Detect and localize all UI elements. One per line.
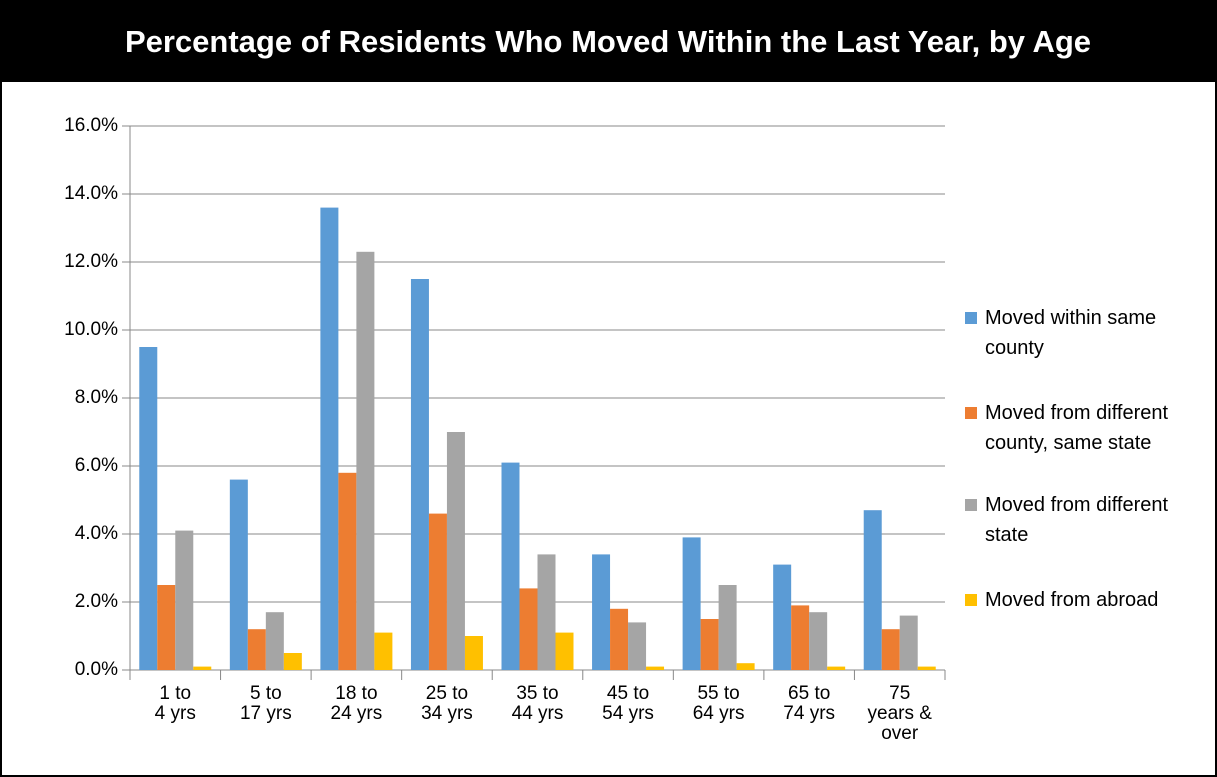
bar xyxy=(773,564,792,670)
y-tick-label: 12.0% xyxy=(64,251,118,272)
bar xyxy=(519,588,538,670)
bar xyxy=(628,622,647,670)
bar xyxy=(537,554,556,670)
bar xyxy=(175,530,194,670)
bar xyxy=(374,632,393,670)
bar xyxy=(791,605,810,670)
bar xyxy=(356,251,375,671)
y-tick-label: 0.0% xyxy=(75,659,118,680)
x-tick-label: 1 to 4 yrs xyxy=(155,683,196,724)
legend-swatch xyxy=(965,407,977,419)
bar xyxy=(700,619,719,670)
bar xyxy=(718,585,737,670)
bar xyxy=(682,537,701,670)
bar xyxy=(247,629,266,670)
bar xyxy=(736,663,755,670)
bar xyxy=(899,615,918,670)
bar xyxy=(464,636,483,670)
bar xyxy=(501,462,520,670)
y-tick-label: 14.0% xyxy=(64,183,118,204)
y-tick-label: 2.0% xyxy=(75,591,118,612)
bar xyxy=(410,279,429,670)
bar xyxy=(809,612,828,670)
x-tick-label: 35 to 44 yrs xyxy=(512,683,564,724)
y-tick-label: 4.0% xyxy=(75,523,118,544)
bar xyxy=(610,608,629,670)
legend-label: Moved from different state xyxy=(985,494,1180,546)
chart-title: Percentage of Residents Who Moved Within… xyxy=(125,24,1091,59)
bar xyxy=(827,666,846,670)
x-tick-label: 5 to 17 yrs xyxy=(240,683,292,724)
bar xyxy=(917,666,936,670)
bar xyxy=(139,347,158,670)
legend-label: Moved within same county xyxy=(985,307,1162,359)
x-tick-label: 25 to 34 yrs xyxy=(421,683,473,724)
bar xyxy=(193,666,212,670)
bar xyxy=(283,653,302,670)
x-tick-label: 45 to 54 yrs xyxy=(602,683,654,724)
x-tick-label: 65 to 74 yrs xyxy=(783,683,835,724)
bar xyxy=(157,585,176,670)
y-tick-label: 16.0% xyxy=(64,115,118,136)
bar xyxy=(446,432,465,670)
legend-swatch xyxy=(965,499,977,511)
bar xyxy=(592,554,611,670)
y-tick-label: 10.0% xyxy=(64,319,118,340)
bar xyxy=(229,479,248,670)
bar xyxy=(320,207,339,670)
bar xyxy=(265,612,284,670)
y-tick-label: 8.0% xyxy=(75,387,118,408)
y-tick-label: 6.0% xyxy=(75,455,118,476)
bar xyxy=(646,666,665,670)
bar xyxy=(881,629,900,670)
legend-swatch xyxy=(965,594,977,606)
bar xyxy=(338,472,357,670)
x-tick-label: 75 years & over xyxy=(868,683,933,744)
x-tick-label: 55 to 64 yrs xyxy=(693,683,745,724)
bar xyxy=(428,513,447,670)
legend-label: Moved from abroad xyxy=(985,589,1159,611)
legend-swatch xyxy=(965,312,977,324)
x-tick-label: 18 to 24 yrs xyxy=(331,683,383,724)
title-bar xyxy=(0,0,1217,82)
bar xyxy=(863,510,882,670)
bar xyxy=(555,632,574,670)
legend-label: Moved from different county, same state xyxy=(985,402,1174,454)
